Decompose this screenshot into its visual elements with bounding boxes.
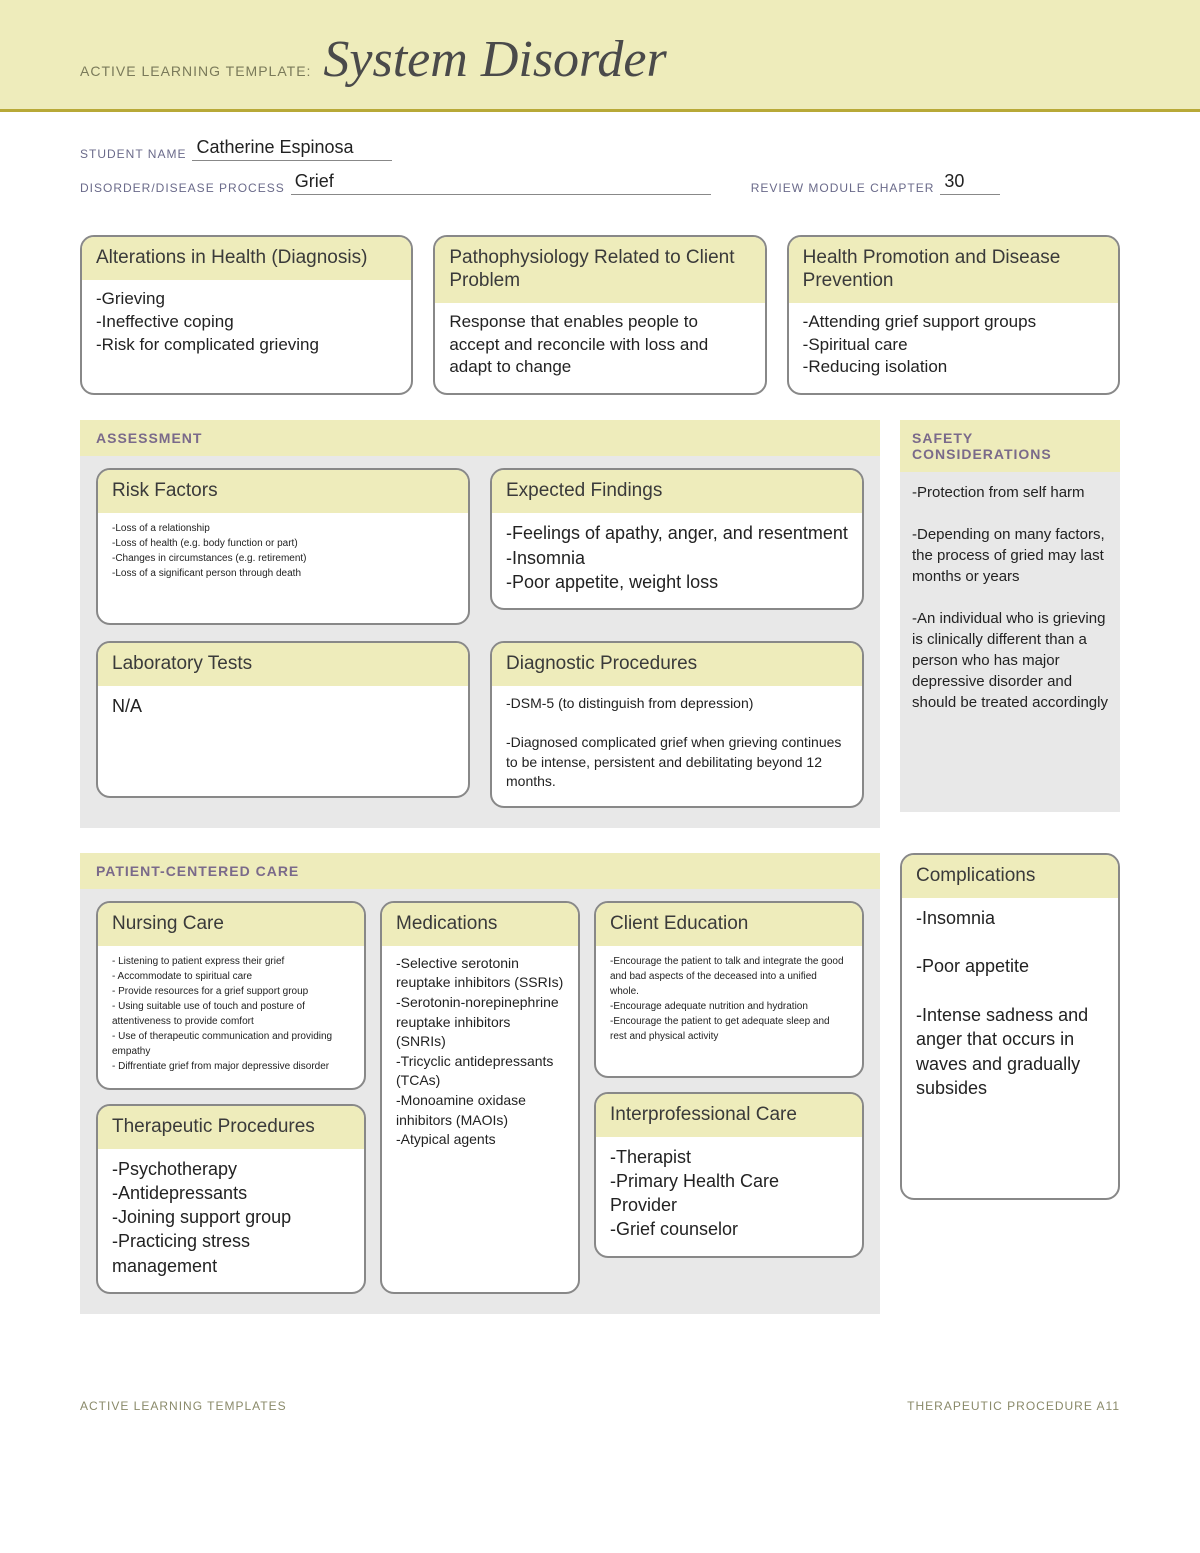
promo-body: -Attending grief support groups -Spiritu… [789, 303, 1118, 394]
expected-body: -Feelings of apathy, anger, and resentme… [492, 513, 862, 608]
patho-card: Pathophysiology Related to Client Proble… [433, 235, 766, 395]
top-row: Alterations in Health (Diagnosis) -Griev… [80, 235, 1120, 395]
disorder-label: DISORDER/DISEASE PROCESS [80, 181, 285, 195]
risk-factors-card: Risk Factors -Loss of a relationship -Lo… [96, 468, 470, 625]
lab-body: N/A [98, 686, 468, 796]
complications-title: Complications [902, 855, 1118, 898]
diag-body: -DSM-5 (to distinguish from depression) … [492, 686, 862, 806]
alterations-card: Alterations in Health (Diagnosis) -Griev… [80, 235, 413, 395]
patho-body: Response that enables people to accept a… [435, 303, 764, 394]
inter-body: -Therapist -Primary Health Care Provider… [596, 1137, 862, 1256]
patho-title: Pathophysiology Related to Client Proble… [435, 237, 764, 303]
safety-label: SAFETY CONSIDERATIONS [912, 430, 1108, 462]
complications-body: -Insomnia -Poor appetite -Intense sadnes… [902, 898, 1118, 1198]
therapeutic-proc-card: Therapeutic Procedures -Psychotherapy -A… [96, 1104, 366, 1294]
expected-title: Expected Findings [492, 470, 862, 513]
proc-title: Therapeutic Procedures [98, 1106, 364, 1149]
template-title: System Disorder [323, 30, 666, 89]
risk-title: Risk Factors [98, 470, 468, 513]
chapter-label: REVIEW MODULE CHAPTER [751, 181, 935, 195]
promo-card: Health Promotion and Disease Prevention … [787, 235, 1120, 395]
inter-title: Interprofessional Care [596, 1094, 862, 1137]
meds-body: -Selective serotonin reuptake inhibitors… [382, 946, 578, 1164]
page-footer: ACTIVE LEARNING TEMPLATES THERAPEUTIC PR… [0, 1339, 1200, 1413]
complications-card: Complications -Insomnia -Poor appetite -… [900, 853, 1120, 1200]
interprofessional-card: Interprofessional Care -Therapist -Prima… [594, 1092, 864, 1258]
assessment-section: ASSESSMENT Risk Factors -Loss of a relat… [80, 420, 880, 828]
client-edu-card: Client Education -Encourage the patient … [594, 901, 864, 1078]
nursing-title: Nursing Care [98, 903, 364, 946]
lab-title: Laboratory Tests [98, 643, 468, 686]
page-header: ACTIVE LEARNING TEMPLATE: System Disorde… [0, 0, 1200, 112]
nursing-body: - Listening to patient express their gri… [98, 946, 364, 1088]
edu-body: -Encourage the patient to talk and integ… [596, 946, 862, 1076]
edu-title: Client Education [596, 903, 862, 946]
student-name-label: STUDENT NAME [80, 147, 186, 161]
pcc-label: PATIENT-CENTERED CARE [80, 853, 880, 889]
lab-tests-card: Laboratory Tests N/A [96, 641, 470, 798]
diagnostic-card: Diagnostic Procedures -DSM-5 (to disting… [490, 641, 864, 808]
alterations-body: -Grieving -Ineffective coping -Risk for … [82, 280, 411, 371]
footer-left: ACTIVE LEARNING TEMPLATES [80, 1399, 287, 1413]
meds-title: Medications [382, 903, 578, 946]
medications-card: Medications -Selective serotonin reuptak… [380, 901, 580, 1294]
diag-title: Diagnostic Procedures [492, 643, 862, 686]
safety-body: -Protection from self harm -Depending on… [900, 472, 1120, 812]
expected-findings-card: Expected Findings -Feelings of apathy, a… [490, 468, 864, 610]
risk-body: -Loss of a relationship -Loss of health … [98, 513, 468, 623]
proc-body: -Psychotherapy -Antidepressants -Joining… [98, 1149, 364, 1292]
student-name-value: Catherine Espinosa [192, 137, 392, 161]
meta-section: STUDENT NAME Catherine Espinosa DISORDER… [0, 112, 1200, 215]
chapter-value: 30 [940, 171, 1000, 195]
pcc-section: PATIENT-CENTERED CARE Nursing Care - Lis… [80, 853, 880, 1314]
alterations-title: Alterations in Health (Diagnosis) [82, 237, 411, 280]
assessment-label: ASSESSMENT [80, 420, 880, 456]
promo-title: Health Promotion and Disease Prevention [789, 237, 1118, 303]
nursing-care-card: Nursing Care - Listening to patient expr… [96, 901, 366, 1090]
template-label: ACTIVE LEARNING TEMPLATE: [80, 63, 311, 79]
footer-right: THERAPEUTIC PROCEDURE A11 [907, 1399, 1120, 1413]
disorder-value: Grief [291, 171, 711, 195]
